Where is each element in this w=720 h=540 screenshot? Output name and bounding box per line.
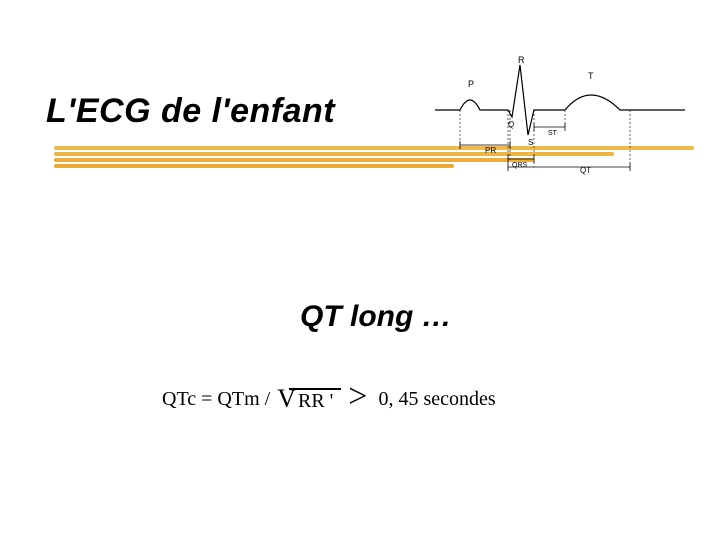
ecg-label: R bbox=[518, 55, 525, 65]
ecg-label: P bbox=[468, 79, 474, 89]
ecg-label: Q bbox=[508, 120, 514, 129]
ecg-label: QRS bbox=[512, 162, 528, 169]
radical-surd: V bbox=[277, 384, 296, 413]
radical-radicand: RR ' bbox=[296, 388, 335, 412]
formula-gt: > bbox=[348, 378, 367, 416]
ecg-waveform bbox=[435, 65, 685, 135]
ecg-label: QT bbox=[580, 166, 591, 175]
formula-lhs: QTc = QTm / bbox=[162, 388, 270, 411]
ecg-label: PR bbox=[485, 146, 496, 155]
formula-radical: VRR ' bbox=[277, 386, 335, 413]
ecg-label: S bbox=[528, 138, 533, 147]
underline-bar bbox=[54, 164, 454, 168]
ecg-label: ST bbox=[548, 130, 558, 137]
page-title: L'ECG de l'enfant bbox=[46, 92, 335, 131]
subtitle-qt-long: QT long … bbox=[300, 300, 452, 334]
ecg-label: T bbox=[588, 71, 594, 81]
formula-rhs: 0, 45 secondes bbox=[378, 388, 495, 411]
qtc-formula: QTc = QTm / VRR ' > 0, 45 secondes bbox=[162, 380, 496, 418]
ecg-diagram: PRTQSPRSTQRSQT bbox=[430, 55, 690, 185]
